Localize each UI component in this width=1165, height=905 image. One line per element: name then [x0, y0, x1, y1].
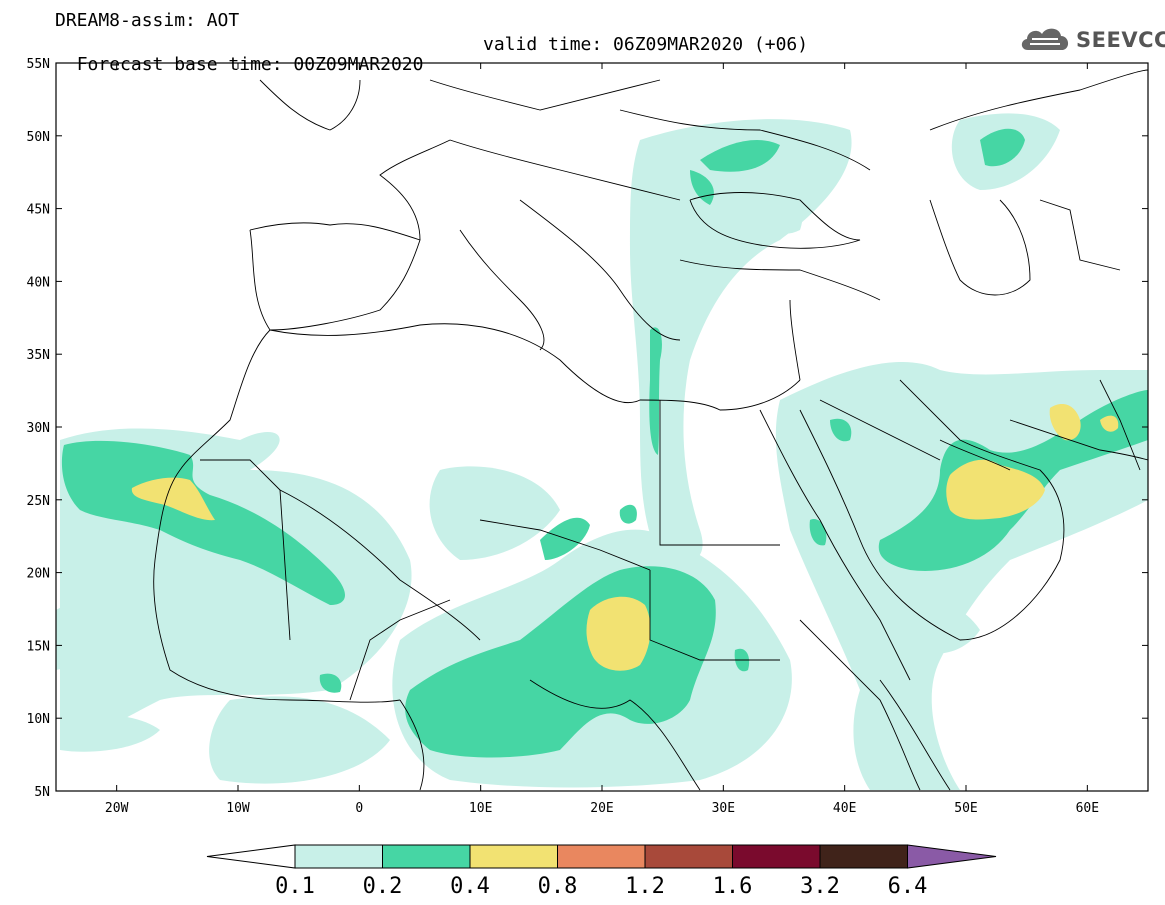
border-sahara-1: [200, 459, 291, 641]
colorbar-label: 1.2: [625, 874, 665, 899]
colorbar-box: [732, 844, 821, 869]
coastline-caspian: [929, 199, 1031, 296]
colorbar-label: 0.4: [450, 874, 490, 899]
colorbar-label: 0.1: [275, 874, 315, 899]
colorbar-box: [819, 844, 908, 869]
cloud-icon: [1021, 28, 1069, 50]
colorbar-low-arrow: [206, 844, 296, 869]
border-iran-afghan: [1039, 199, 1121, 271]
border-pakistan: [1099, 379, 1141, 471]
border-europe-central: [449, 139, 681, 201]
forecast-times: Forecast base time: 00Z09MAR2020 valid t…: [55, 35, 808, 95]
lat-label: 25N: [27, 494, 50, 509]
colorbar-label: 6.4: [888, 874, 928, 899]
latitude-axis: 55N 50N 45N 40N 35N 30N 25N 20N 15N 10N 5N: [27, 57, 1148, 800]
colorbar-box: [557, 844, 646, 869]
border-libya-egypt: [659, 400, 780, 546]
border-saudi: [819, 399, 941, 461]
colorbar-high-arrow: [907, 844, 997, 869]
colorbar-box: [644, 844, 733, 869]
coastline-levant: [789, 299, 801, 381]
map-title: DREAM8-assim: AOT: [55, 10, 240, 31]
forecast-base-time: Forecast base time: 00Z09MAR2020: [76, 54, 424, 75]
coastline-horn-of-africa: [879, 679, 951, 791]
lon-label: 20W: [105, 801, 129, 816]
lat-label: 20N: [27, 567, 50, 582]
lon-label: 50E: [954, 801, 977, 816]
lon-label: 0: [355, 801, 363, 816]
lat-label: 55N: [27, 57, 50, 72]
border-sudan: [649, 570, 780, 661]
colorbar: 0.1 0.2 0.4 0.8 1.2 1.6 3.2 6.4: [206, 844, 997, 899]
lat-label: 30N: [27, 421, 50, 436]
colorbar-label: 3.2: [800, 874, 840, 899]
coastlines-borders: [153, 69, 1148, 791]
coastline-north-africa: [269, 323, 801, 411]
colorbar-label: 0.8: [538, 874, 578, 899]
logo-text: SEEVCCC: [1076, 28, 1165, 52]
lon-label: 10E: [469, 801, 492, 816]
aot-field: [56, 113, 1148, 790]
colorbar-label: 0.2: [363, 874, 403, 899]
lon-label: 40E: [833, 801, 856, 816]
coastline-iberia: [249, 222, 421, 331]
border-sahara-2: [279, 489, 481, 641]
lon-label: 60E: [1076, 801, 1099, 816]
coastline-black-sea: [689, 192, 861, 249]
lon-label: 30E: [712, 801, 735, 816]
coastline-british-isles: [259, 79, 361, 131]
colorbar-box: [469, 844, 558, 869]
coastline-italy: [459, 229, 545, 351]
lat-label: 50N: [27, 130, 50, 145]
border-mali-niger: [349, 599, 451, 701]
border-ukraine: [619, 109, 871, 171]
longitude-axis: 20W 10W 0 10E 20E 30E 40E 50E 60E: [105, 63, 1099, 816]
valid-time: valid time: 06Z09MAR2020 (+06): [483, 34, 809, 55]
lat-label: 10N: [27, 712, 50, 727]
coastline-west-africa: [153, 229, 401, 703]
colorbar-label: 1.6: [713, 874, 753, 899]
border-ethiopia: [799, 619, 921, 791]
lat-label: 35N: [27, 348, 50, 363]
border-europe-north: [429, 79, 661, 111]
lat-label: 15N: [27, 639, 50, 654]
colorbar-box: [294, 844, 383, 869]
border-sahara-3: [479, 519, 651, 571]
coastline-anatolia: [679, 259, 881, 301]
coastline-persian-gulf: [939, 439, 1011, 471]
coastline-iran: [1009, 419, 1148, 461]
border-central-africa: [529, 679, 701, 791]
lat-label: 45N: [27, 203, 50, 218]
lat-label: 5N: [34, 785, 50, 800]
border-kazakh: [929, 69, 1148, 131]
coastline-balkans: [519, 199, 681, 341]
colorbar-box: [382, 844, 471, 869]
lon-label: 10W: [226, 801, 250, 816]
lon-label: 20E: [590, 801, 613, 816]
seevccc-logo: SEEVCCC: [1018, 22, 1165, 56]
coastline-france: [379, 139, 451, 241]
coastline-gulf-of-guinea: [399, 699, 425, 791]
aot-level-high: [131, 404, 1119, 671]
lat-label: 40N: [27, 275, 50, 290]
coastline-arabia: [799, 379, 1065, 641]
coastline-red-sea: [759, 409, 911, 681]
